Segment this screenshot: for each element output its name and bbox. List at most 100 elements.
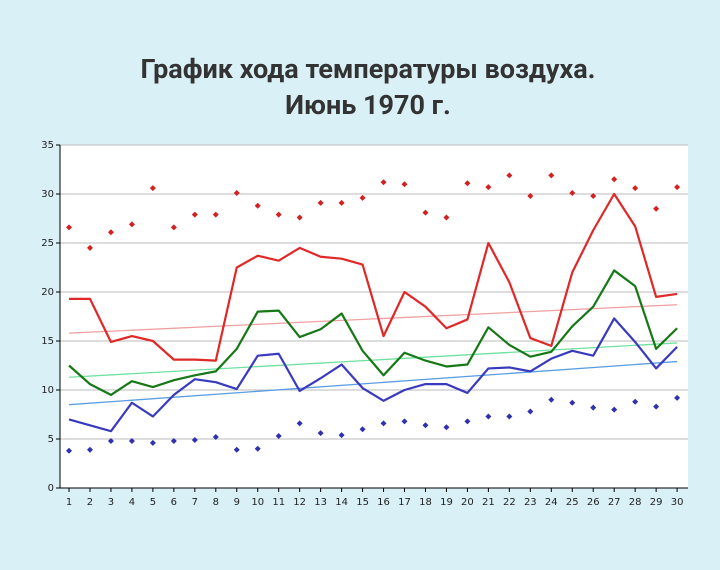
x-tick-label: 8 [213,497,219,508]
data-point [464,180,471,187]
y-tick-label: 20 [41,287,54,298]
data-point [611,406,618,413]
x-tick-label: 20 [461,497,474,508]
data-point [275,211,282,218]
data-point [653,205,660,212]
x-tick-label: 27 [608,497,621,508]
x-tick-label: 16 [377,497,390,508]
data-point [170,224,177,231]
data-point [401,418,408,425]
x-tick-label: 15 [356,497,369,508]
data-point [632,185,639,192]
y-tick-label: 0 [48,483,54,494]
x-tick-label: 7 [192,497,198,508]
data-point [212,434,219,441]
data-point [548,396,555,403]
x-tick-label: 25 [566,497,579,508]
x-tick-label: 19 [440,497,453,508]
x-tick-label: 14 [335,497,348,508]
data-point [590,404,597,411]
x-tick-label: 3 [108,497,114,508]
y-tick-label: 5 [48,434,54,445]
data-point [569,399,576,406]
data-point [191,436,198,443]
data-point [674,184,681,191]
data-point [422,422,429,429]
data-point [611,176,618,183]
data-point [296,420,303,427]
data-point [548,172,555,179]
data-line [68,269,678,396]
data-point [401,181,408,188]
y-tick-label: 30 [41,189,54,200]
data-point [338,199,345,206]
data-line [69,192,678,362]
data-point [485,184,492,191]
data-point [359,194,366,201]
data-point [380,179,387,186]
data-point [254,202,261,209]
data-point [107,229,114,236]
data-point [506,413,513,420]
data-point [569,190,576,197]
data-point [66,447,73,454]
x-tick-label: 12 [293,497,306,508]
x-tick-label: 17 [398,497,411,508]
x-tick-label: 26 [587,497,600,508]
data-point [485,413,492,420]
data-point [149,439,156,446]
data-point [212,211,219,218]
data-point [66,224,73,231]
data-point [233,446,240,453]
data-point [338,432,345,439]
data-point [674,394,681,401]
y-tick-label: 15 [41,336,54,347]
data-point [317,430,324,437]
x-tick-label: 4 [129,497,135,508]
data-point [464,418,471,425]
x-tick-label: 10 [251,497,264,508]
trend-line [68,342,678,378]
data-point [359,426,366,433]
data-point [233,190,240,197]
data-point [380,420,387,427]
data-point [632,398,639,405]
data-point [86,446,93,453]
data-point [590,192,597,199]
x-tick-label: 22 [503,497,516,508]
data-point [128,221,135,228]
data-point [422,209,429,216]
x-tick-label: 18 [419,497,432,508]
data-point [275,433,282,440]
data-point [107,437,114,444]
data-point [296,214,303,221]
x-tick-label: 28 [629,497,642,508]
x-tick-label: 1 [66,497,72,508]
x-tick-label: 9 [234,497,240,508]
data-point [149,185,156,192]
data-point [128,437,135,444]
data-point [86,244,93,251]
x-tick-label: 30 [671,497,684,508]
data-point [443,424,450,431]
data-point [254,445,261,452]
chart-title: График хода температуры воздуха. [140,53,595,85]
data-point [506,172,513,179]
y-tick-label: 25 [41,238,54,249]
data-point [170,437,177,444]
x-tick-label: 13 [314,497,327,508]
y-tick-label: 10 [41,385,54,396]
y-tick-label: 35 [41,140,54,151]
x-tick-label: 5 [150,497,156,508]
data-point [443,214,450,221]
x-tick-label: 29 [650,497,663,508]
data-point [317,199,324,206]
x-tick-label: 6 [171,497,177,508]
x-tick-label: 2 [87,497,93,508]
x-tick-label: 11 [272,497,285,508]
x-tick-label: 23 [524,497,537,508]
chart-title: Июнь 1970 г. [285,89,451,121]
data-line [68,317,678,433]
data-point [653,403,660,410]
